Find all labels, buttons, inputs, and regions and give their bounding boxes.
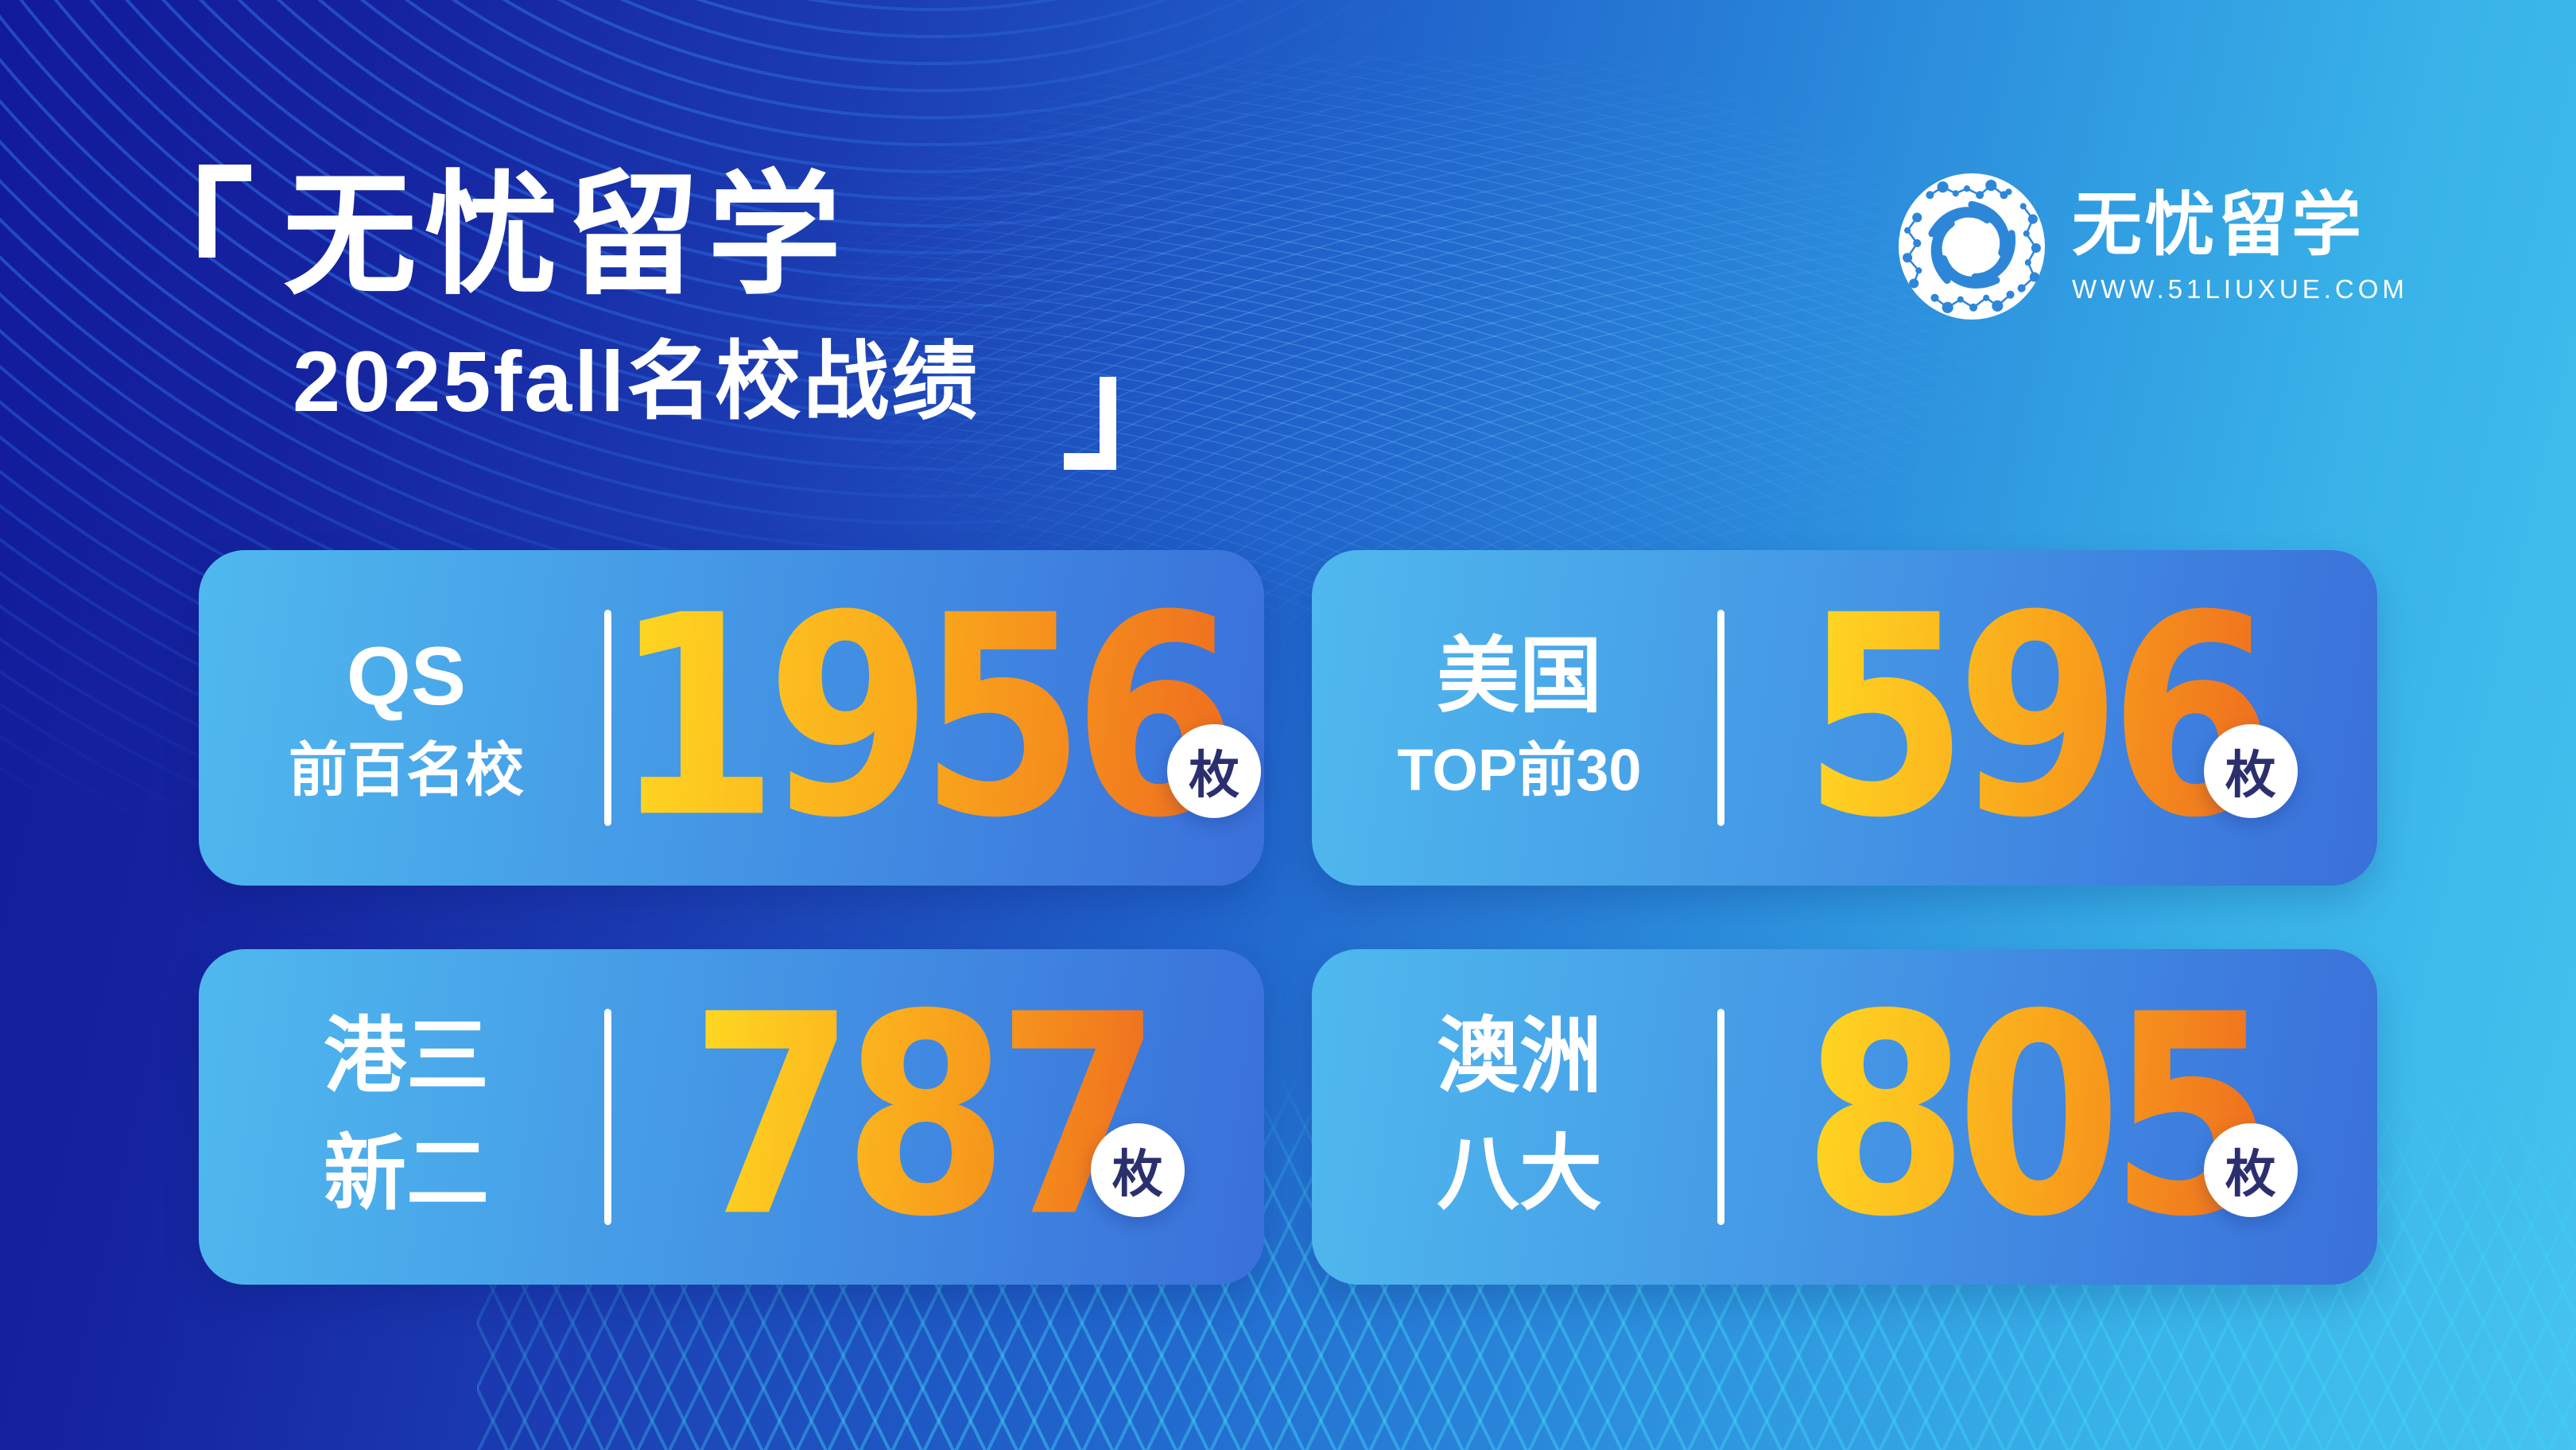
card-stat: 1956 枚 (611, 579, 1261, 855)
stat-value: 787 (689, 956, 1162, 1277)
unit-badge: 枚 (2203, 724, 2298, 818)
stat-number-wrap: 805 枚 (1802, 978, 2298, 1254)
stat-number-wrap: 1956 枚 (613, 579, 1261, 855)
unit-text: 枚 (2225, 746, 2276, 804)
stats-cards: QS 前百名校 1956 枚 美国 TOP前30 596 (199, 550, 2377, 1285)
stat-card-au-big8: 澳洲 八大 805 枚 (1312, 949, 2377, 1285)
card-divider (604, 610, 611, 826)
page-subtitle: 2025fall名校战绩 (293, 333, 980, 429)
card-label: 港三 新二 (227, 1014, 585, 1220)
card-divider (1717, 1009, 1724, 1225)
unit-text: 枚 (1188, 746, 1240, 804)
card-label-line2: TOP前30 (1397, 736, 1642, 803)
stat-card-hk3-sg2: 港三 新二 787 枚 (199, 949, 1264, 1285)
card-label-line1: 港三 (323, 1010, 489, 1103)
card-label: 澳洲 八大 (1340, 1014, 1698, 1220)
open-bracket-icon (199, 165, 251, 258)
card-stat: 787 枚 (611, 978, 1228, 1254)
stat-number-wrap: 787 枚 (689, 978, 1185, 1254)
stat-card-us-top30: 美国 TOP前30 596 枚 (1312, 550, 2377, 886)
card-stat: 805 枚 (1724, 978, 2341, 1254)
stat-value: 1956 (613, 556, 1239, 878)
logo-text: 无忧留学 WWW.51LIUXUE.COM (2072, 188, 2408, 304)
card-label-line1: 澳洲 (1436, 1010, 1602, 1103)
page-title: 无忧留学 (283, 161, 849, 310)
logo: 无忧留学 WWW.51LIUXUE.COM (1899, 173, 2408, 320)
unit-text: 枚 (2225, 1146, 2276, 1203)
logo-name: 无忧留学 (2072, 184, 2365, 264)
unit-badge: 枚 (2203, 1123, 2298, 1217)
card-label: QS 前百名校 (227, 630, 585, 803)
stat-number-wrap: 596 枚 (1802, 579, 2298, 855)
stat-value: 805 (1802, 956, 2275, 1277)
card-label-line2: 八大 (1436, 1128, 1602, 1221)
card-label-line1: QS (346, 630, 467, 723)
card-label: 美国 TOP前30 (1340, 630, 1698, 803)
card-label-line2: 新二 (323, 1128, 489, 1221)
card-label-line2: 前百名校 (289, 736, 524, 803)
stat-value: 596 (1802, 556, 2275, 878)
card-stat: 596 枚 (1724, 579, 2341, 855)
close-bracket-icon (1064, 377, 1116, 470)
unit-text: 枚 (1111, 1146, 1163, 1203)
card-label-line1: 美国 (1436, 630, 1602, 723)
logo-vortex-icon (1899, 173, 2045, 320)
card-divider (1717, 610, 1724, 826)
card-divider (604, 1009, 611, 1225)
unit-badge: 枚 (1090, 1123, 1185, 1217)
unit-badge: 枚 (1166, 724, 1261, 818)
logo-url: WWW.51LIUXUE.COM (2072, 274, 2408, 304)
stat-card-qs-top100: QS 前百名校 1956 枚 (199, 550, 1264, 886)
